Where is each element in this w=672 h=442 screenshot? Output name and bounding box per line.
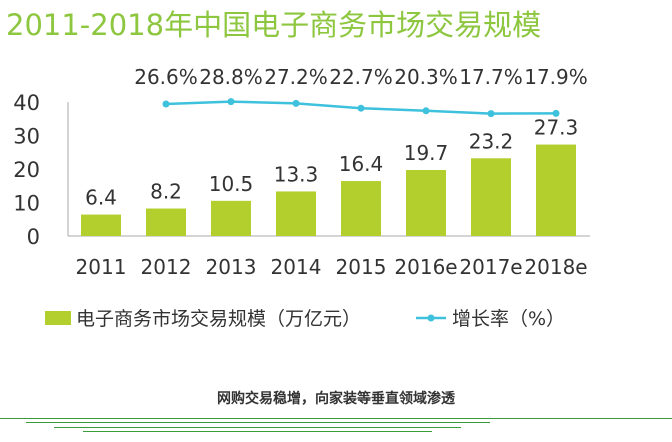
growth-rate-label: 22.7% [329,65,393,89]
growth-rate-label: 27.2% [264,65,328,89]
y-tick-label: 0 [27,225,40,249]
growth-rate-label: 26.6% [134,65,198,89]
growth-rate-label: 17.7% [459,65,523,89]
legend-line-label: 增长率（%） [452,308,565,330]
growth-rate-point [292,99,300,107]
x-tick-label: 2013 [206,255,257,279]
legend-bar-label: 电子商务市场交易规模（万亿元） [76,308,361,330]
bar [276,191,316,236]
y-tick-label: 30 [13,125,40,149]
bar [471,158,511,236]
growth-rate-label: 20.3% [394,65,458,89]
x-tick-label: 2014 [271,255,322,279]
bar-value-label: 10.5 [209,172,254,196]
growth-rate-point [487,110,495,118]
bar [536,144,576,236]
growth-rate-point [357,104,365,112]
legend-bar-swatch [45,311,71,325]
y-tick-label: 20 [13,158,40,182]
growth-rate-point [552,109,560,117]
divider-line [26,422,490,423]
bar-value-label: 23.2 [469,129,514,153]
bar-value-label: 13.3 [274,162,319,186]
caption: 网购交易稳增，向家装等垂直领域渗透 [217,391,455,407]
bar-value-label: 8.2 [150,180,182,204]
bar [341,181,381,236]
growth-rate-point [162,100,170,108]
x-tick-label: 2017e [459,255,522,279]
chart: 0 10 20 30 40 6.4 2011 8.2 2012 10.5 2013 13.3 2014 1… [13,65,590,330]
bar [146,208,186,236]
bar [406,170,446,236]
x-tick-label: 2011 [76,255,127,279]
divider-line [83,431,432,432]
y-tick-label: 40 [13,91,40,115]
divider-line [54,427,461,428]
bar-value-label: 19.7 [404,141,449,165]
x-tick-label: 2015 [336,255,387,279]
x-tick-label: 2018e [524,255,587,279]
bar [81,214,121,236]
bar-value-label: 16.4 [339,152,384,176]
x-tick-label: 2012 [141,255,192,279]
x-tick-label: 2016e [394,255,457,279]
growth-rate-label: 28.8% [199,65,263,89]
bar-value-label: 27.3 [534,116,579,140]
growth-rate-point [227,98,235,106]
chart-title: 2011-2018年中国电子商务市场交易规模 [6,8,542,42]
growth-rate-label: 17.9% [524,65,588,89]
divider-line [0,418,672,419]
bar-value-label: 6.4 [85,186,117,210]
bar [211,200,251,236]
y-tick-label: 10 [13,192,40,216]
legend-line-marker [427,314,435,322]
growth-rate-point [422,107,430,115]
